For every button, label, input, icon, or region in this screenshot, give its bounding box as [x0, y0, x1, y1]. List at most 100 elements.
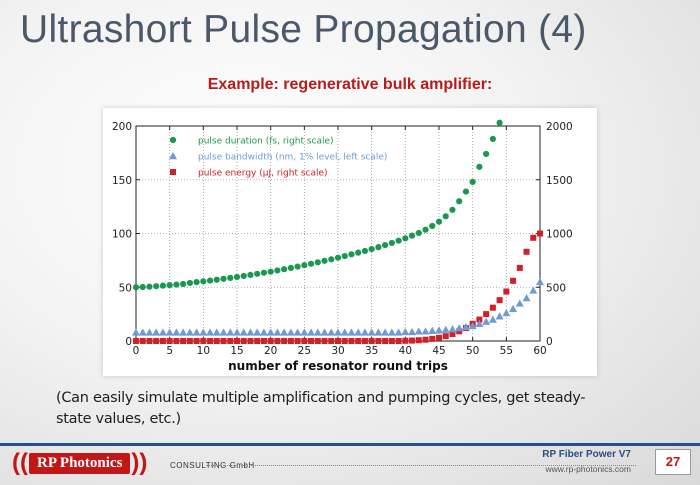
data-point	[341, 252, 348, 260]
x-tick-label: 45	[432, 345, 445, 357]
data-point	[139, 338, 146, 344]
data-point	[153, 283, 160, 290]
data-point	[253, 328, 262, 336]
data-point	[456, 328, 463, 335]
data-point	[213, 276, 220, 283]
data-point	[146, 338, 153, 344]
x-tick-label: 0	[133, 345, 140, 357]
data-point	[207, 338, 214, 344]
x-axis-label: number of resonator round trips	[228, 359, 448, 373]
data-point	[254, 270, 261, 277]
data-point	[394, 328, 403, 336]
data-point	[328, 338, 335, 344]
data-point	[462, 188, 470, 195]
data-point	[375, 338, 382, 344]
data-point	[436, 334, 442, 341]
data-point	[206, 328, 215, 336]
data-point	[495, 312, 504, 320]
data-point	[139, 283, 146, 291]
data-point	[348, 338, 355, 344]
data-point	[355, 249, 362, 256]
data-point	[516, 264, 523, 271]
data-point	[133, 338, 139, 344]
data-point	[193, 278, 200, 286]
data-point	[313, 328, 322, 336]
legend-label: pulse duration (fs, right scale)	[198, 137, 334, 147]
data-point	[240, 272, 247, 280]
data-point	[153, 338, 160, 344]
data-point	[401, 327, 410, 336]
data-point	[138, 328, 147, 336]
data-point	[429, 222, 436, 230]
data-point	[489, 304, 496, 311]
data-point	[515, 299, 524, 307]
data-point	[307, 328, 316, 336]
data-point	[220, 338, 227, 344]
data-point	[172, 328, 181, 336]
x-tick-label: 20	[264, 345, 277, 357]
y-left-tick-label: 50	[119, 282, 132, 294]
data-point	[233, 273, 241, 281]
slide-subtitle: Example: regenerative bulk amplifier:	[207, 76, 493, 93]
data-point	[395, 338, 402, 344]
scatter-chart: 0 5 10 15 20 25 30 35 40 45 50 55 600501001502000500…	[112, 119, 573, 373]
data-point	[368, 245, 375, 253]
data-point	[402, 235, 409, 242]
data-point	[441, 325, 450, 333]
data-point	[152, 328, 161, 336]
data-point	[206, 277, 214, 284]
x-tick-label: 50	[466, 345, 479, 357]
data-point	[382, 338, 389, 344]
data-point	[165, 328, 174, 336]
data-point	[415, 229, 422, 237]
data-point	[166, 338, 173, 344]
data-point	[469, 178, 476, 185]
data-point	[523, 248, 530, 255]
data-point	[266, 328, 275, 336]
data-point	[328, 256, 335, 263]
data-point	[429, 335, 436, 342]
data-point	[489, 135, 496, 142]
data-point	[274, 338, 281, 344]
website-link[interactable]: www.rp-photonics.com	[545, 464, 631, 474]
data-point	[388, 239, 395, 247]
data-point	[421, 327, 430, 335]
data-point	[381, 328, 390, 336]
data-point	[496, 119, 503, 126]
data-point	[367, 328, 376, 336]
data-point	[200, 278, 207, 285]
y-right-tick-label: 1000	[546, 229, 573, 241]
data-point	[179, 328, 188, 336]
data-point	[388, 338, 395, 344]
y-left-tick-label: 150	[112, 175, 132, 187]
data-point	[185, 328, 194, 336]
data-point	[327, 328, 336, 336]
data-point	[340, 328, 349, 336]
data-point	[286, 328, 295, 336]
x-tick-label: 10	[197, 345, 210, 357]
data-point	[456, 198, 463, 205]
logo-left-brackets: ((	[12, 449, 28, 476]
logo-right-brackets: ))	[131, 449, 148, 476]
data-point	[448, 325, 457, 333]
data-point	[254, 338, 261, 344]
data-point	[186, 279, 193, 287]
data-point	[435, 326, 443, 334]
data-point	[146, 283, 153, 290]
y-left-tick-label: 0	[125, 336, 132, 348]
data-point	[293, 328, 302, 336]
data-point	[476, 316, 483, 323]
data-point	[335, 338, 341, 344]
data-point	[287, 264, 294, 271]
data-point	[449, 331, 456, 338]
data-point	[247, 271, 254, 278]
data-point	[173, 338, 180, 344]
data-point	[347, 328, 356, 336]
chart-panel: 0 5 10 15 20 25 30 35 40 45 50 55 60 0 50 100 150 200 0 500…	[103, 108, 597, 376]
x-tick-label: 15	[230, 345, 243, 357]
data-point	[482, 317, 491, 325]
series-circle-markers	[132, 119, 503, 291]
data-point	[259, 328, 268, 336]
data-point	[301, 262, 308, 269]
data-point	[455, 324, 464, 332]
